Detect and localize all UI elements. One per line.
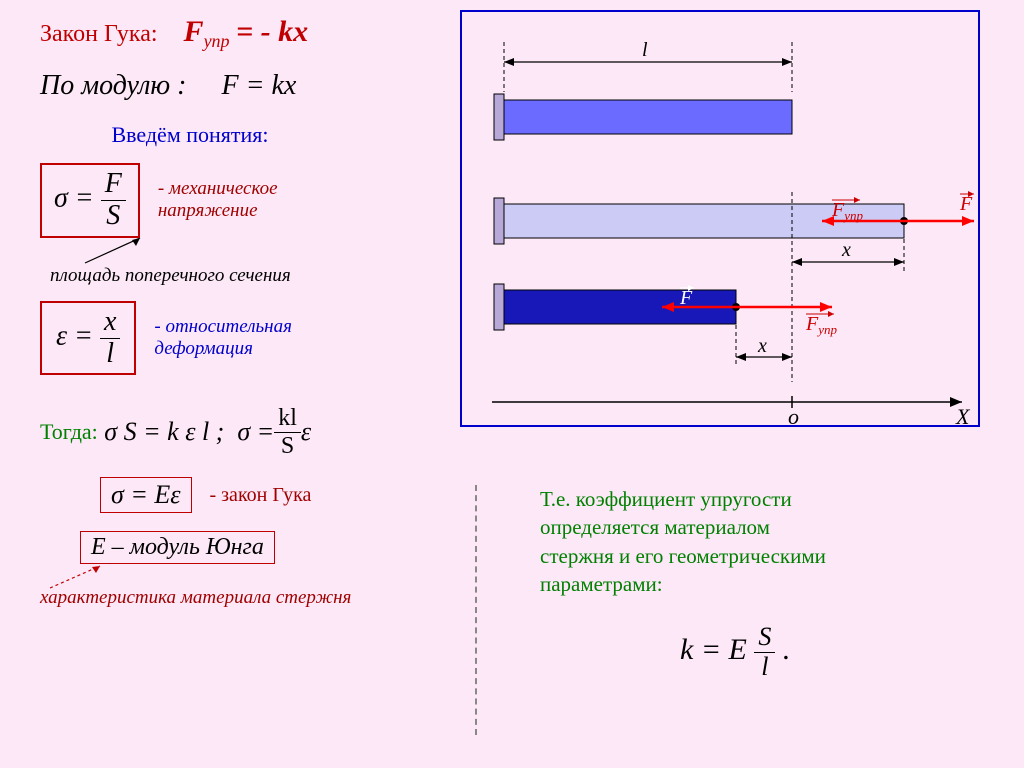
right-column: l Fупр F x (460, 10, 980, 427)
then-f1: σ S = k ε l ; (104, 417, 224, 447)
k-tail: . (783, 633, 791, 666)
bar3-x: x (757, 335, 767, 357)
bar2-Fupr: Fупр (831, 199, 863, 223)
vertical-separator (475, 485, 477, 735)
diagram-svg: l Fупр F x (462, 12, 982, 429)
eps-formula-box: ε = xl (40, 301, 136, 376)
law-sub: упр (204, 31, 230, 51)
hooke-law-line: Закон Гука: Fупр = - kx (40, 15, 460, 52)
eps-lhs: ε = (56, 321, 93, 352)
sigma-num: F (101, 169, 126, 201)
k-lhs: k = E (680, 633, 747, 666)
k-formula: k = E Sl . (680, 623, 970, 681)
k-num: S (754, 623, 775, 653)
axis-X: X (955, 404, 971, 429)
bar-1 (504, 100, 792, 134)
then-f2-tail: ε (301, 417, 311, 447)
eps-l2: деформация (154, 338, 292, 360)
bar2-F: F (959, 193, 973, 215)
eps-den: l (100, 339, 120, 370)
stiffness-note: Т.е. коэффициент упругости определяется … (540, 485, 970, 598)
then-label: Тогда: (40, 419, 98, 445)
hooke-box: σ = Eε (100, 477, 192, 513)
area-note: площадь поперечного сечения (50, 265, 460, 287)
sigma-l2: напряжение (158, 200, 278, 222)
sigma-den: S (101, 201, 126, 232)
note-1: Т.е. коэффициент упругости (540, 485, 970, 513)
hooke-formula: σ = Eε (111, 480, 181, 509)
then-f2-num: kl (274, 405, 301, 432)
diagram-frame: l Fупр F x (460, 10, 980, 427)
modulus-label: По модулю : (40, 70, 186, 101)
then-f2-lhs: σ = (237, 417, 274, 447)
bar3-Fupr: Fупр (805, 313, 837, 337)
young-text: E – модуль Юнга (91, 534, 264, 560)
sigma-formula-box: σ = FS (40, 163, 140, 238)
then-f2-den: S (274, 433, 301, 459)
k-den: l (754, 653, 775, 682)
bar3-F: F (679, 287, 693, 309)
sigma-lhs: σ = (54, 183, 94, 214)
bottom-right-block: Т.е. коэффициент упругости определяется … (540, 485, 970, 682)
note-2: определяется материалом (540, 513, 970, 541)
left-column: Закон Гука: Fупр = - kx По модулю : F = … (40, 10, 460, 609)
l-label: l (642, 39, 648, 61)
law-rhs: = - kx (236, 15, 308, 48)
sigma-l1: - механическое (158, 178, 278, 200)
hooke-label: - закон Гука (210, 484, 312, 507)
arrow-to-S (80, 238, 260, 268)
sigma-desc: - механическое напряжение (158, 178, 278, 222)
material-note: характеристика материала стержня (40, 587, 460, 609)
note-4: параметрами: (540, 570, 970, 598)
eps-num: x (100, 307, 120, 339)
law-F: F (184, 15, 204, 48)
eps-desc: - относительная деформация (154, 316, 292, 360)
law-label: Закон Гука: (40, 21, 158, 47)
modulus-formula: F = kx (221, 70, 296, 101)
intro-label: Введём понятия: (111, 122, 268, 147)
young-box: E – модуль Юнга (80, 531, 275, 564)
bar2-x: x (841, 239, 851, 261)
axis-o: o (788, 404, 799, 429)
modulus-line: По модулю : F = kx (40, 70, 460, 102)
eps-l1: - относительная (154, 316, 292, 338)
note-3: стержня и его геометрическими (540, 542, 970, 570)
